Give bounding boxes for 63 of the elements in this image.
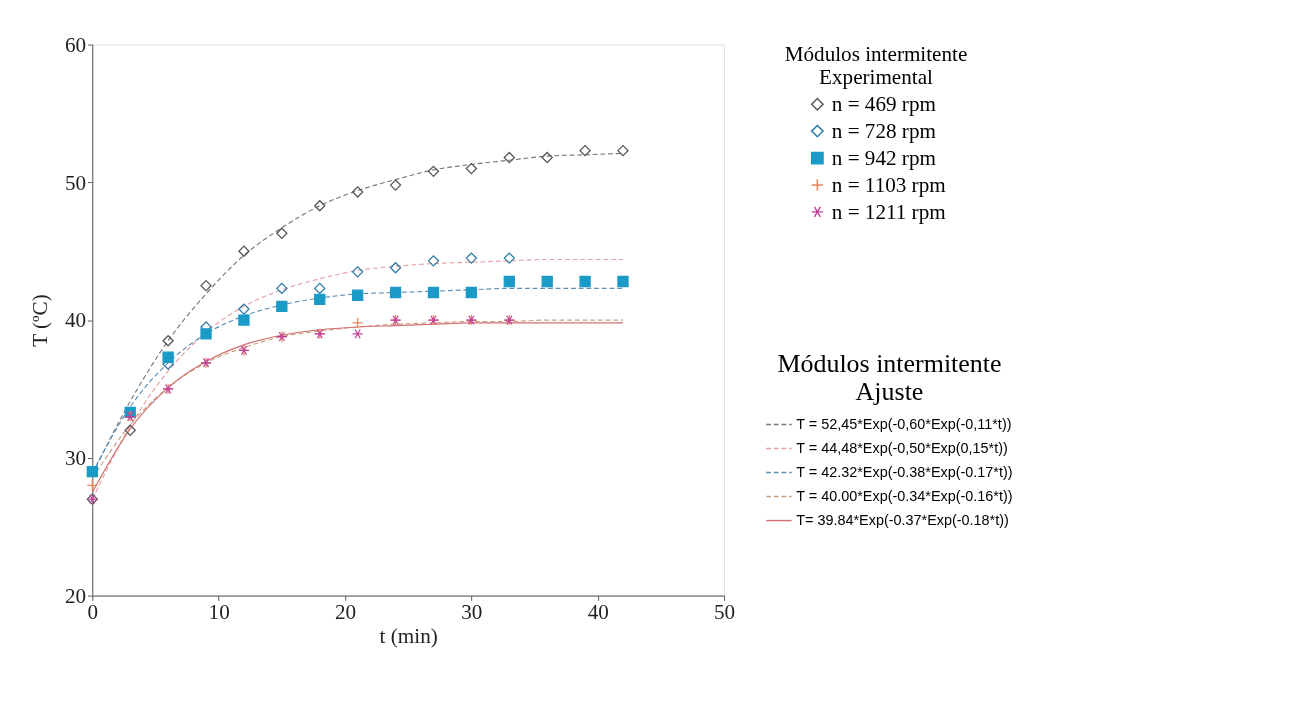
x-tick-label: 20 — [334, 600, 357, 625]
point — [389, 179, 402, 191]
y-axis-title: T (ºC) — [27, 294, 52, 347]
y-tick-label: 40 — [64, 308, 87, 333]
point — [314, 282, 326, 295]
point — [276, 227, 288, 239]
point — [541, 275, 553, 288]
point — [351, 328, 364, 339]
text: Módulos intermitente Ajuste — [777, 349, 1002, 407]
legend-label: T = 42.32*Exp(-0.38*Exp(-0.17*t)) — [796, 464, 1013, 481]
legend-label: T = 52,45*Exp(-0,60*Exp(-0,11*t)) — [796, 416, 1012, 433]
point — [276, 282, 288, 295]
point — [465, 286, 478, 299]
point — [427, 286, 440, 299]
point — [314, 293, 326, 306]
x-tick-label: 10 — [208, 600, 230, 625]
point — [465, 252, 478, 264]
point — [503, 275, 515, 288]
point — [86, 465, 98, 478]
legend-label: n = 1211 rpm — [831, 199, 947, 224]
y-tick-label: 50 — [64, 170, 87, 195]
legend-label: T = 40.00*Exp(-0.34*Exp(-0.16*t)) — [796, 488, 1013, 505]
point — [238, 303, 250, 315]
point — [503, 151, 515, 164]
point — [617, 144, 629, 157]
x-tick-label: 0 — [87, 600, 99, 625]
point — [351, 289, 364, 301]
point — [162, 335, 174, 347]
y-tick-label: 60 — [64, 32, 87, 57]
legend-label: n = 942 rpm — [831, 145, 937, 170]
y-tick-label: 30 — [64, 446, 87, 471]
legend-label: T= 39.84*Exp(-0.37*Exp(-0.18*t)) — [796, 512, 1009, 529]
x-axis-title: t (min) — [379, 624, 438, 649]
point — [427, 165, 440, 177]
point — [200, 279, 212, 292]
point — [389, 262, 402, 274]
point — [579, 144, 591, 157]
point — [124, 424, 136, 436]
point — [162, 351, 174, 363]
legend-label: n = 728 rpm — [831, 118, 937, 143]
point — [579, 275, 591, 288]
x-tick-label: 50 — [713, 600, 736, 625]
point — [427, 255, 440, 267]
point — [200, 328, 212, 340]
point — [541, 151, 553, 164]
point — [351, 266, 364, 278]
point — [86, 479, 98, 492]
point — [351, 186, 364, 198]
x-tick-label: 40 — [587, 600, 609, 625]
point — [465, 162, 478, 175]
point — [238, 314, 250, 326]
legend-label: n = 1103 rpm — [831, 172, 947, 197]
legend-label: n = 469 rpm — [831, 91, 937, 116]
point — [276, 300, 288, 312]
legend-label: T = 44,48*Exp(-0,50*Exp(0,15*t)) — [796, 440, 1008, 457]
point — [238, 245, 250, 257]
x-tick-label: 30 — [461, 600, 483, 625]
point — [617, 275, 629, 288]
point — [389, 286, 402, 299]
y-tick-label: 20 — [64, 583, 87, 608]
point — [314, 200, 326, 212]
point — [503, 252, 515, 264]
point — [351, 317, 364, 329]
